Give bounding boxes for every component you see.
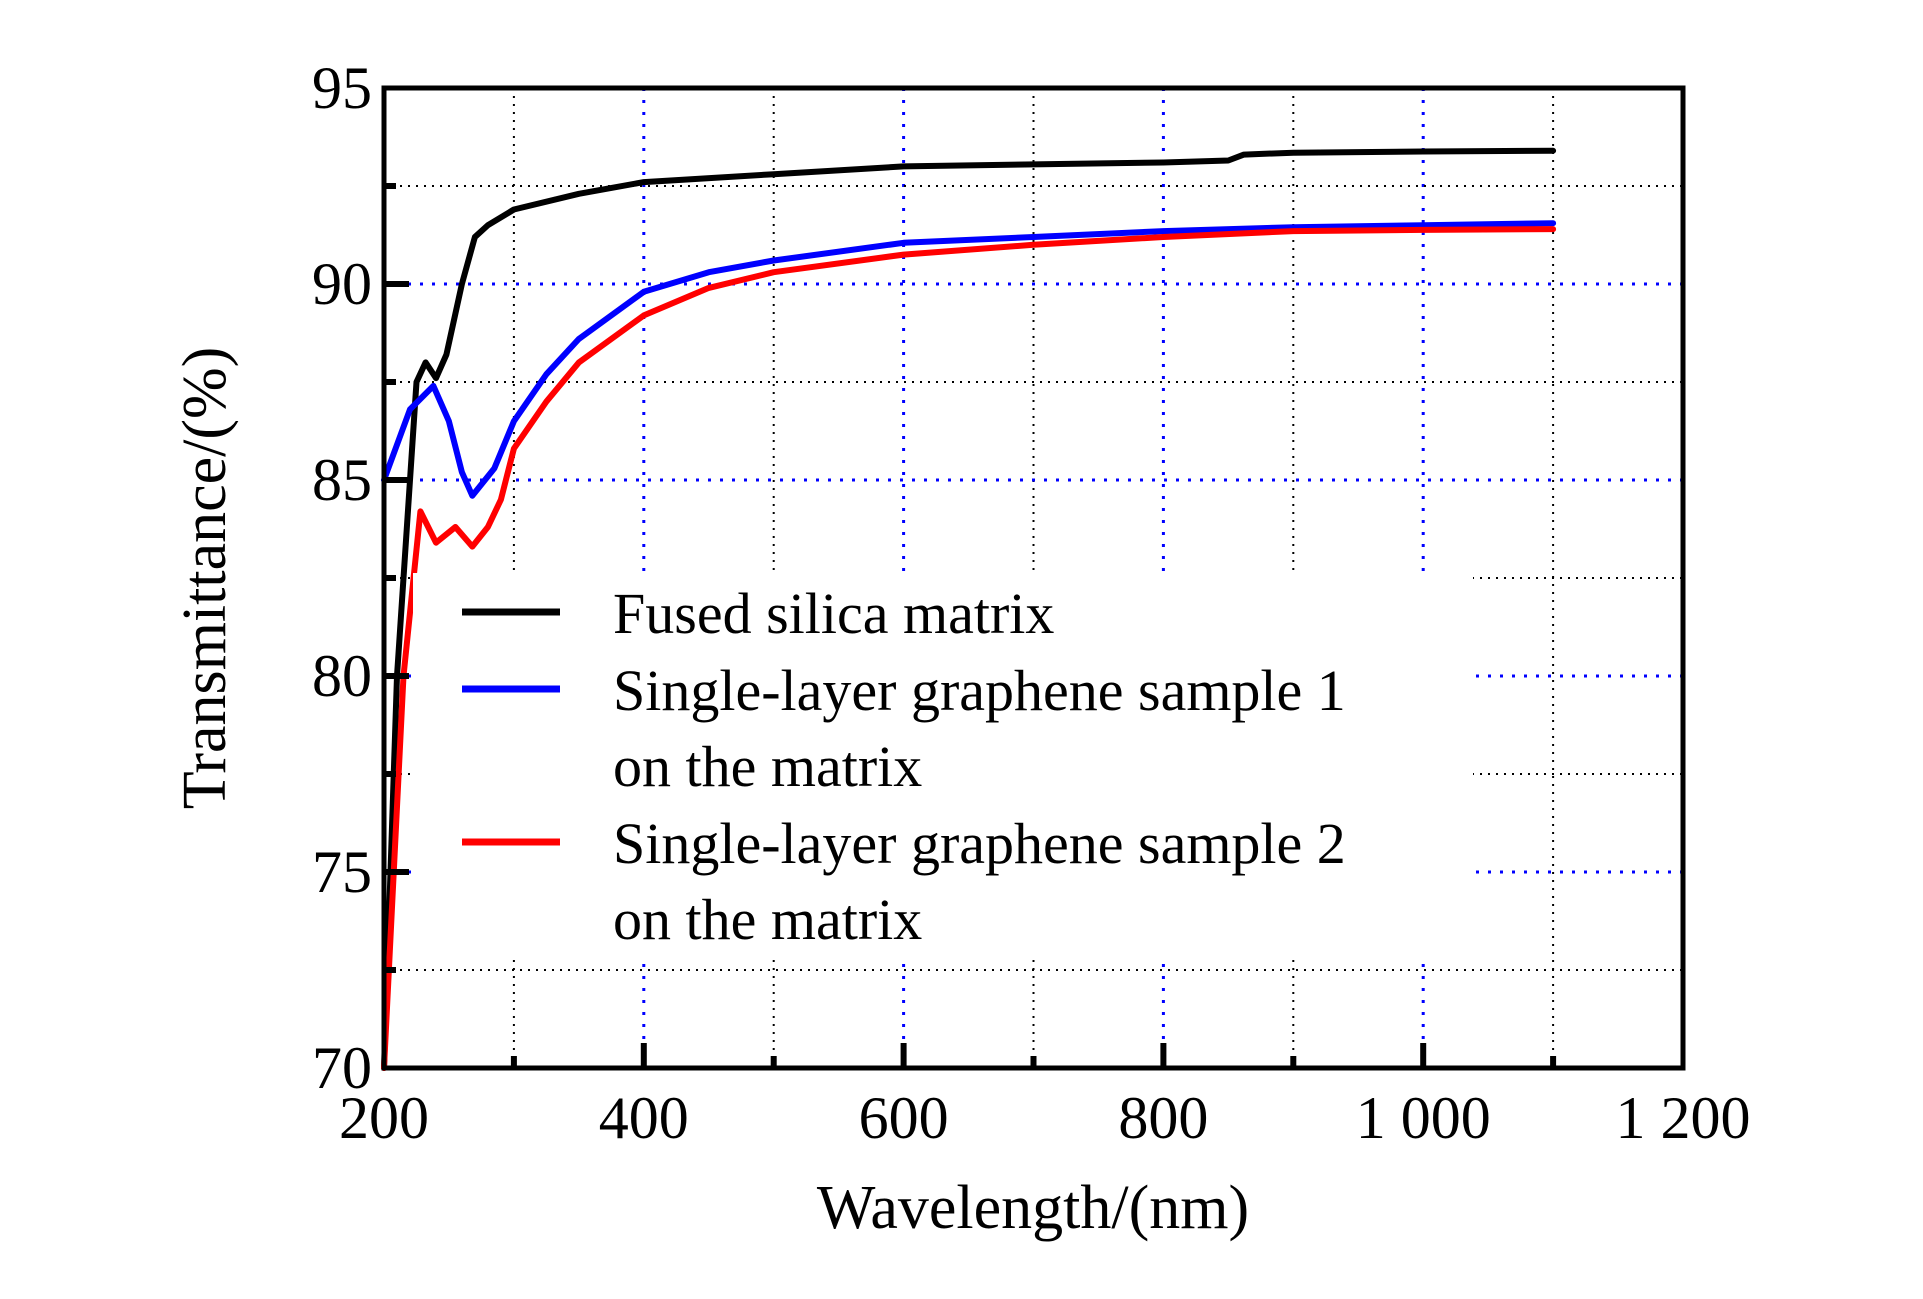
- x-tick-label: 200: [339, 1085, 429, 1151]
- y-tick-label: 70: [312, 1035, 372, 1101]
- series-lines: [381, 147, 1557, 1071]
- x-tick-label: 1 000: [1356, 1085, 1491, 1151]
- y-tick-label: 90: [312, 251, 372, 317]
- legend-label-3: Single-layer graphene sample 2: [613, 811, 1346, 876]
- legend: Fused silica matrix Single-layer graphene…: [462, 581, 1346, 952]
- legend-label-2: on the matrix: [613, 734, 922, 799]
- x-tick-label: 400: [599, 1085, 689, 1151]
- series-line-3: [381, 226, 1557, 1071]
- legend-label-2: Single-layer graphene sample 1: [613, 658, 1346, 723]
- axes: 200 400 600 800 1 000 1 200 70 75 80 85 90 95: [312, 55, 1751, 1151]
- y-tick-label: 80: [312, 643, 372, 709]
- legend-background: [413, 573, 1473, 955]
- legend-label-3: on the matrix: [613, 887, 922, 952]
- y-tick-label: 75: [312, 839, 372, 905]
- x-tick-label: 600: [859, 1085, 949, 1151]
- legend-label-1: Fused silica matrix: [613, 581, 1054, 646]
- series-line-1: [381, 147, 1557, 1071]
- y-tick-label: 95: [312, 55, 372, 121]
- y-tick-label: 85: [312, 447, 372, 513]
- y-axis-label: Transmittance/(%): [171, 347, 239, 810]
- x-axis-label: Wavelength/(nm): [817, 1174, 1249, 1242]
- x-tick-label: 800: [1118, 1085, 1208, 1151]
- series-line-2: [381, 220, 1557, 499]
- x-tick-label: 1 200: [1616, 1085, 1751, 1151]
